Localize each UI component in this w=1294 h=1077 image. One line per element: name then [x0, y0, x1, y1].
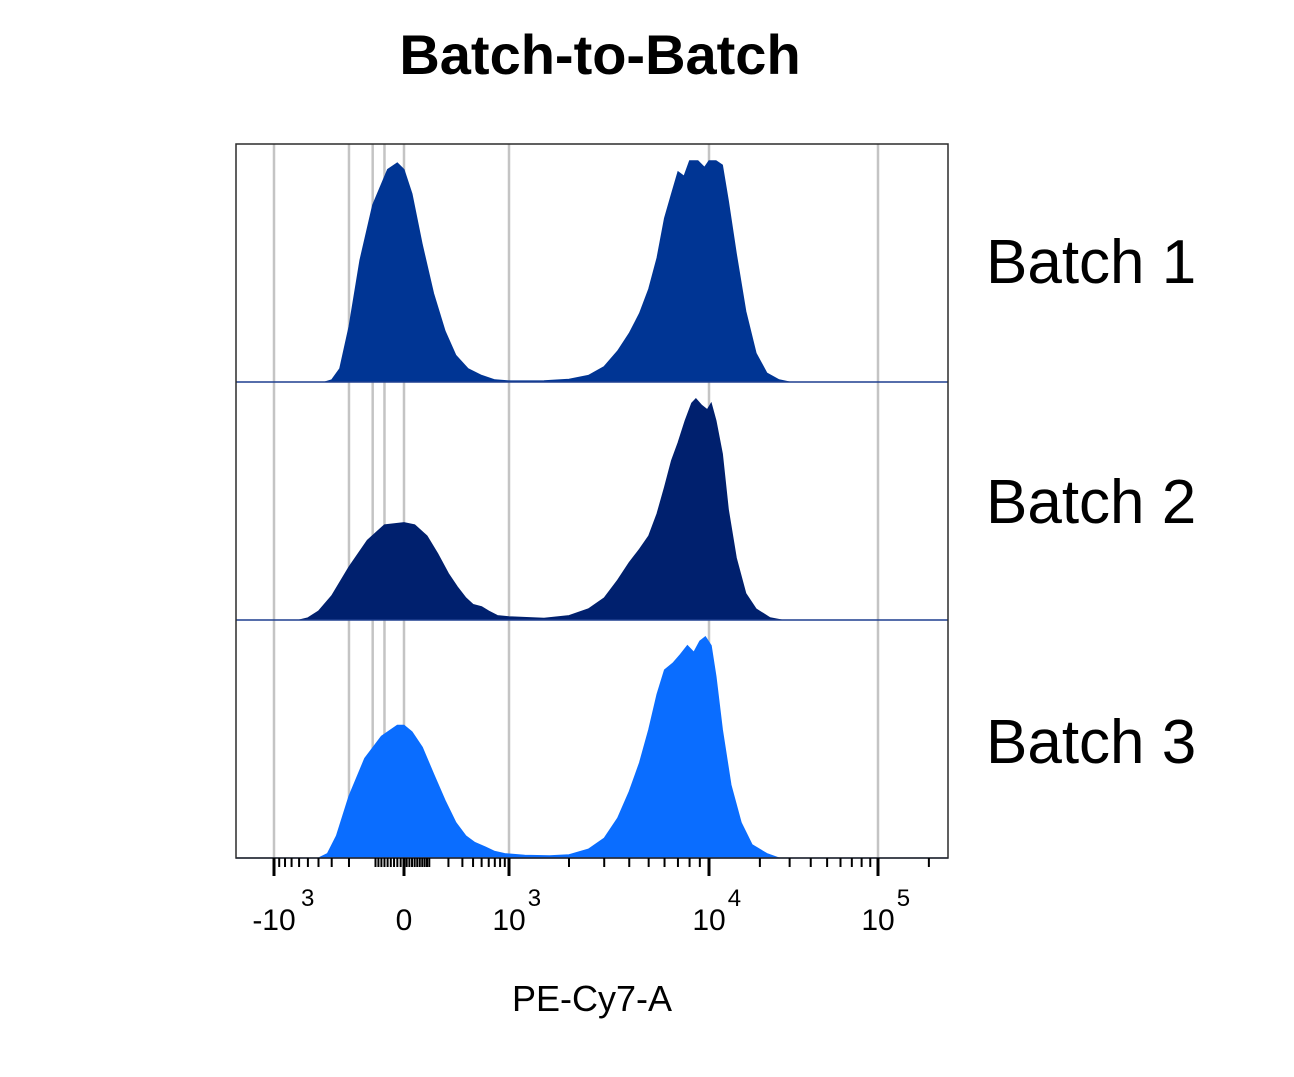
- histogram-area-batch-2: [298, 397, 782, 621]
- chart-title: Batch-to-Batch: [399, 23, 801, 86]
- tick-exponent-0: 3: [301, 885, 314, 912]
- histogram-area-batch-3: [318, 635, 780, 859]
- histogram-area-batch-1: [324, 160, 790, 383]
- tick-label-2: 10: [492, 904, 525, 937]
- tick-label-3: 10: [692, 904, 725, 937]
- series-label-batch-1: Batch 1: [986, 228, 1197, 297]
- tick-exponent-2: 3: [528, 885, 541, 912]
- x-axis-label: PE-Cy7-A: [511, 978, 673, 1019]
- series-label-batch-2: Batch 2: [986, 468, 1197, 537]
- tick-label-4: 10: [861, 904, 894, 937]
- tick-label-0: -10: [252, 904, 295, 937]
- plot-frame: [235, 143, 949, 859]
- tick-exponent-4: 5: [897, 885, 910, 912]
- tick-label-1: 0: [396, 904, 413, 937]
- tick-exponent-3: 4: [728, 885, 741, 912]
- series-label-batch-3: Batch 3: [986, 708, 1197, 777]
